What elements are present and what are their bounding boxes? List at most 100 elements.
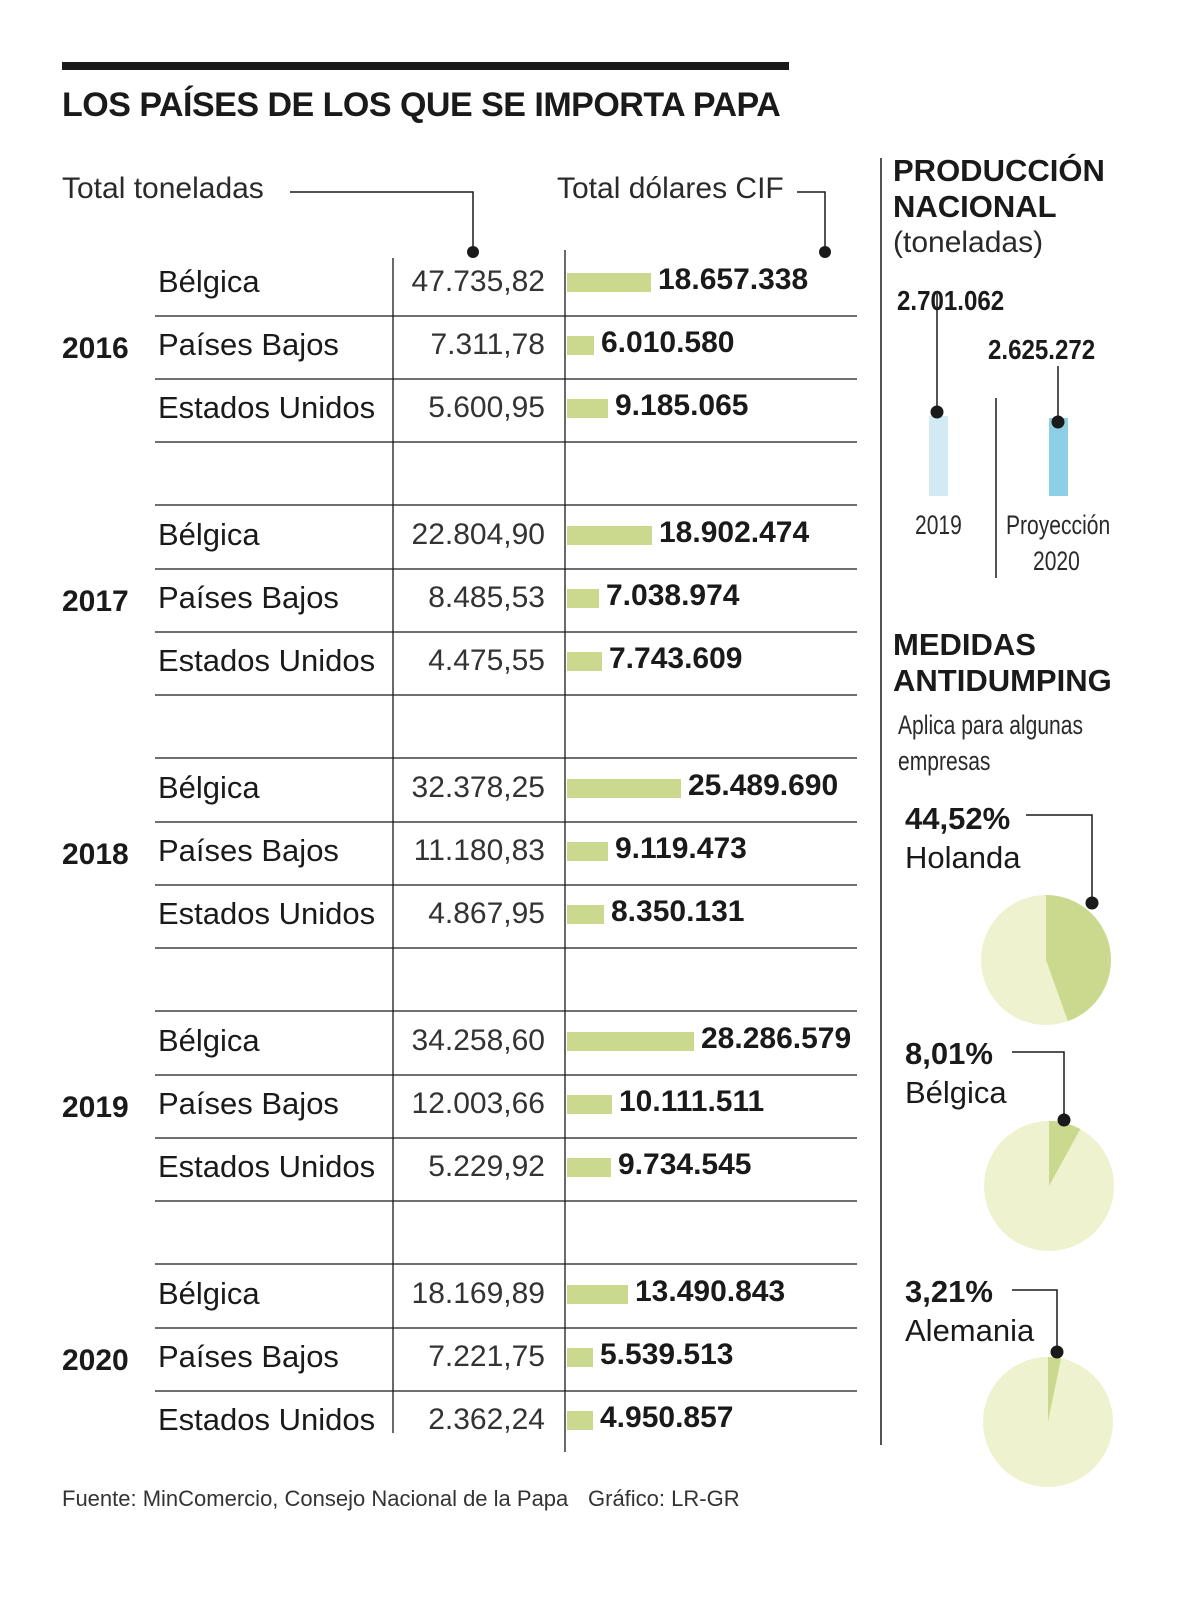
- credit-note: Gráfico: LR-GR: [588, 1486, 740, 1511]
- country-label: Países Bajos: [158, 833, 339, 868]
- pie-slice: [1049, 1121, 1081, 1186]
- production-title: PRODUCCIÓN NACIONAL: [893, 153, 1105, 225]
- header-usd: Total dólares CIF: [557, 172, 784, 205]
- tons-value: 7.221,75: [428, 1340, 545, 1373]
- pie-slice: [1048, 1357, 1062, 1422]
- tons-value: 22.804,90: [411, 518, 545, 551]
- usd-bar: [567, 1032, 694, 1051]
- usd-value: 18.657.338: [658, 263, 809, 296]
- belgica-label: Bélgica: [905, 1075, 1007, 1110]
- usd-value: 9.734.545: [618, 1148, 752, 1181]
- usd-bar: [567, 1348, 593, 1367]
- belgica-percent: 8,01%: [905, 1036, 993, 1071]
- production-2019-value: 2.701.062: [897, 285, 1005, 316]
- page-title: LOS PAÍSES DE LOS QUE SE IMPORTA PAPA: [62, 86, 781, 124]
- holanda-leader: [1026, 814, 1093, 900]
- usd-bar: [567, 842, 608, 861]
- pie-background: [981, 895, 1111, 1025]
- production-2019-label: 2019: [915, 510, 962, 540]
- country-label: Bélgica: [158, 1276, 260, 1311]
- alemania-dot: [1050, 1345, 1064, 1359]
- tons-value: 5.600,95: [428, 391, 545, 424]
- header-tons-leader: [290, 191, 474, 250]
- usd-bar: [567, 336, 594, 355]
- header-tons: Total toneladas: [62, 172, 264, 205]
- tons-value: 12.003,66: [411, 1087, 545, 1120]
- production-2019-dot: [930, 405, 944, 419]
- holanda-percent: 44,52%: [905, 801, 1011, 836]
- year-label-2017: 2017: [62, 585, 129, 618]
- usd-value: 7.038.974: [606, 579, 740, 612]
- usd-bar: [567, 1158, 611, 1177]
- usd-bar: [567, 1285, 628, 1304]
- usd-value: 10.111.511: [619, 1085, 765, 1118]
- tons-value: 11.180,83: [413, 834, 545, 867]
- year-label-2019: 2019: [62, 1091, 129, 1124]
- country-label: Estados Unidos: [158, 896, 376, 931]
- pie-slice: [1046, 895, 1112, 1022]
- usd-value: 18.902.474: [659, 516, 810, 549]
- usd-value: 9.185.065: [615, 389, 749, 422]
- year-label-2018: 2018: [62, 838, 129, 871]
- tons-value: 47.735,82: [411, 265, 545, 298]
- tons-value: 4.475,55: [428, 644, 545, 677]
- usd-value: 13.490.843: [635, 1275, 786, 1308]
- tons-value: 4.867,95: [428, 897, 545, 930]
- usd-bar: [567, 652, 602, 671]
- usd-value: 7.743.609: [609, 642, 743, 675]
- usd-bar: [567, 273, 651, 292]
- country-label: Bélgica: [158, 517, 260, 552]
- pie-background: [984, 1121, 1114, 1251]
- production-2020-label-line2: 2020: [1033, 546, 1080, 576]
- country-label: Estados Unidos: [158, 390, 376, 425]
- holanda-dot: [1085, 896, 1099, 910]
- usd-value: 6.010.580: [601, 326, 735, 359]
- usd-value: 5.539.513: [600, 1338, 734, 1371]
- usd-value: 4.950.857: [600, 1401, 734, 1434]
- production-unit: (toneladas): [893, 226, 1044, 259]
- holanda-label: Holanda: [905, 840, 1021, 875]
- tons-value: 8.485,53: [428, 581, 545, 614]
- country-label: Bélgica: [158, 770, 260, 805]
- belgica-leader: [1012, 1051, 1065, 1118]
- usd-bar: [567, 1095, 612, 1114]
- antidumping-subtitle-line2: empresas: [898, 746, 991, 776]
- country-label: Países Bajos: [158, 1339, 339, 1374]
- production-title-line1: PRODUCCIÓN: [893, 153, 1105, 188]
- production-2020-value: 2.625.272: [988, 334, 1096, 365]
- alemania-label: Alemania: [905, 1313, 1035, 1348]
- usd-bar: [567, 779, 681, 798]
- header-usd-leader: [797, 191, 826, 250]
- antidumping-title-line1: MEDIDAS: [893, 627, 1036, 662]
- usd-value: 8.350.131: [611, 895, 745, 928]
- usd-bar: [567, 526, 652, 545]
- country-label: Países Bajos: [158, 580, 339, 615]
- year-label-2020: 2020: [62, 1344, 129, 1377]
- production-bar-1: [1049, 418, 1068, 496]
- tons-value: 2.362,24: [428, 1403, 545, 1436]
- tons-value: 5.229,92: [428, 1150, 545, 1183]
- usd-value: 9.119.473: [615, 832, 747, 865]
- country-label: Estados Unidos: [158, 1149, 376, 1184]
- header-usd-dot: [819, 246, 831, 258]
- country-label: Estados Unidos: [158, 643, 376, 678]
- usd-bar: [567, 905, 604, 924]
- tons-value: 7.311,78: [430, 328, 545, 361]
- usd-value: 28.286.579: [701, 1022, 852, 1055]
- country-label: Estados Unidos: [158, 1402, 376, 1437]
- header-tons-dot: [467, 246, 479, 258]
- production-2020-label-line1: Proyección: [1006, 510, 1111, 540]
- antidumping-title-line2: ANTIDUMPING: [893, 663, 1112, 698]
- usd-bar: [567, 399, 608, 418]
- antidumping-title: MEDIDAS ANTIDUMPING: [893, 627, 1112, 699]
- source-note: Fuente: MinComercio, Consejo Nacional de…: [62, 1486, 569, 1511]
- tons-value: 18.169,89: [411, 1277, 545, 1310]
- title-rule: [62, 62, 789, 70]
- usd-bar: [567, 589, 599, 608]
- country-label: Países Bajos: [158, 327, 339, 362]
- production-2020-dot: [1051, 415, 1065, 429]
- alemania-percent: 3,21%: [905, 1274, 993, 1309]
- production-title-line2: NACIONAL: [893, 189, 1057, 224]
- country-label: Países Bajos: [158, 1086, 339, 1121]
- belgica-dot: [1057, 1113, 1071, 1127]
